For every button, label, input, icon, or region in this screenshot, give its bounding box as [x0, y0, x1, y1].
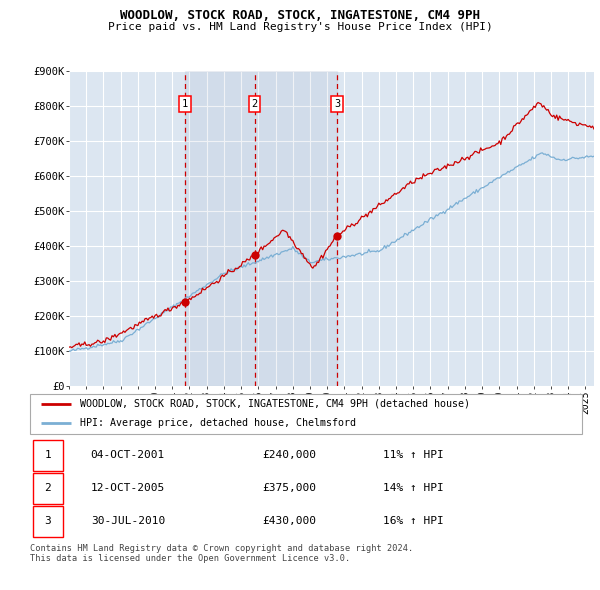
- Text: 3: 3: [44, 516, 52, 526]
- Text: £240,000: £240,000: [262, 450, 316, 460]
- FancyBboxPatch shape: [33, 473, 63, 504]
- Text: 14% ↑ HPI: 14% ↑ HPI: [383, 483, 444, 493]
- Text: Contains HM Land Registry data © Crown copyright and database right 2024.
This d: Contains HM Land Registry data © Crown c…: [30, 544, 413, 563]
- Text: 2: 2: [44, 483, 52, 493]
- Text: 1: 1: [182, 99, 188, 109]
- Text: 12-OCT-2005: 12-OCT-2005: [91, 483, 165, 493]
- FancyBboxPatch shape: [33, 440, 63, 471]
- Text: £375,000: £375,000: [262, 483, 316, 493]
- Text: WOODLOW, STOCK ROAD, STOCK, INGATESTONE, CM4 9PH (detached house): WOODLOW, STOCK ROAD, STOCK, INGATESTONE,…: [80, 399, 470, 409]
- Text: 30-JUL-2010: 30-JUL-2010: [91, 516, 165, 526]
- Text: 04-OCT-2001: 04-OCT-2001: [91, 450, 165, 460]
- Text: 1: 1: [44, 450, 52, 460]
- Text: Price paid vs. HM Land Registry's House Price Index (HPI): Price paid vs. HM Land Registry's House …: [107, 22, 493, 32]
- Bar: [185, 71, 337, 386]
- Text: £430,000: £430,000: [262, 516, 316, 526]
- Text: 11% ↑ HPI: 11% ↑ HPI: [383, 450, 444, 460]
- Text: HPI: Average price, detached house, Chelmsford: HPI: Average price, detached house, Chel…: [80, 418, 356, 428]
- Text: 3: 3: [334, 99, 340, 109]
- Text: WOODLOW, STOCK ROAD, STOCK, INGATESTONE, CM4 9PH: WOODLOW, STOCK ROAD, STOCK, INGATESTONE,…: [120, 9, 480, 22]
- Text: 16% ↑ HPI: 16% ↑ HPI: [383, 516, 444, 526]
- Text: 2: 2: [251, 99, 257, 109]
- FancyBboxPatch shape: [33, 506, 63, 537]
- FancyBboxPatch shape: [30, 394, 582, 434]
